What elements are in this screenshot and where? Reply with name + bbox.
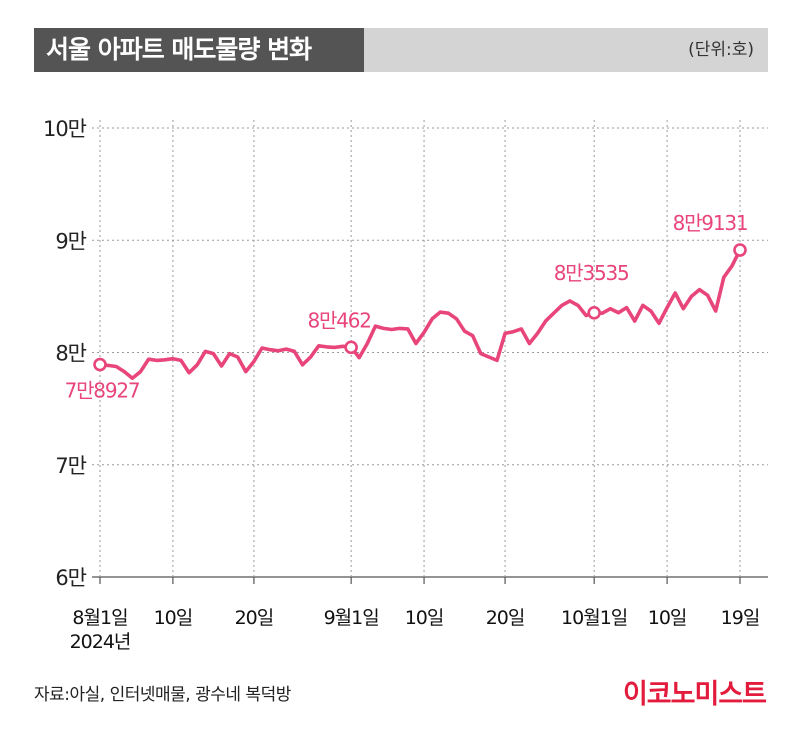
x-tick-label: 10월1일 [561,607,627,629]
highlight-point [733,243,747,257]
data-label: 8만3535 [554,261,629,285]
y-tick-label: 9만 [55,229,86,253]
data-label: 8만9131 [673,211,748,235]
y-tick-label: 7만 [55,454,86,478]
x-tick-label: 10일 [405,607,444,629]
x-tick-label: 10일 [154,607,193,629]
unit-label: (단위:호) [688,40,754,60]
highlight-point [344,340,358,355]
y-tick-label: 6만 [55,566,86,590]
x-tick-label: 20일 [235,607,274,629]
x-tick-label: 20일 [486,607,525,629]
x-tick-label: 10일 [648,607,687,629]
highlight-point [587,306,601,320]
chart-title: 서울 아파트 매도물량 변화 [34,28,364,72]
x-tick-sublabel: 2024년 [70,631,131,653]
x-tick-label: 19일 [721,607,760,629]
chart-header: 서울 아파트 매도물량 변화 (단위:호) [34,28,768,72]
y-tick-label: 8만 [55,342,86,366]
x-tick-label: 9월1일 [324,607,379,629]
source-note: 자료:아실, 인터넷매물, 광수네 복덕방 [34,685,291,705]
y-tick-label: 10만 [43,117,87,141]
data-label: 8만462 [307,308,370,332]
data-label: 7만8927 [65,379,140,403]
series-line [98,248,742,381]
x-tick-label: 8월1일 [72,607,127,629]
highlight-point [93,357,107,372]
publisher-logo: 이코노미스트 [622,679,767,710]
